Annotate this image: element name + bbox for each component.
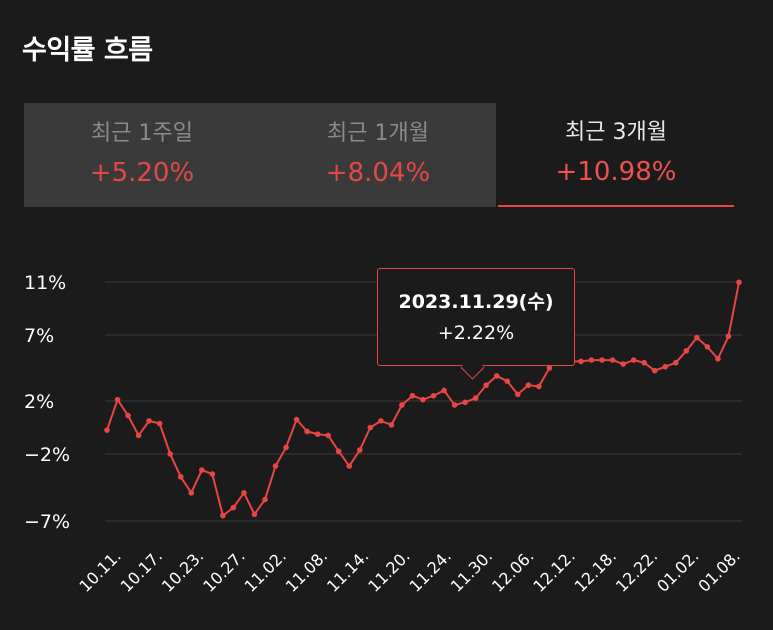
data-point <box>230 504 237 511</box>
x-tick-label: 12.22. <box>612 546 661 595</box>
data-point <box>146 418 152 424</box>
data-point <box>399 402 405 408</box>
period-tabs: 최근 1주일 +5.20% 최근 1개월 +8.04% 최근 3개월 +10.9… <box>24 103 736 207</box>
data-point <box>641 359 647 366</box>
y-tick-label: −2% <box>24 444 70 466</box>
data-point <box>167 451 173 457</box>
data-point <box>135 432 142 439</box>
x-tick-label: 11.20. <box>364 546 413 595</box>
data-point <box>493 373 500 379</box>
data-point <box>725 333 732 340</box>
data-point <box>378 418 384 424</box>
data-point <box>220 512 226 519</box>
data-point <box>715 355 721 362</box>
x-tick-label: 10.17. <box>117 546 166 595</box>
x-tick-label: 10.11. <box>75 546 124 595</box>
tooltip-value: +2.22% <box>437 322 515 344</box>
data-point <box>241 490 247 496</box>
data-point <box>546 365 553 371</box>
data-point <box>314 431 321 437</box>
data-point <box>125 412 131 419</box>
data-point <box>156 420 163 427</box>
tab-return-value: +5.20% <box>89 158 195 188</box>
data-point <box>272 463 279 469</box>
data-point <box>588 357 595 363</box>
data-point <box>599 357 605 363</box>
tab-1-month[interactable]: 최근 1개월 +8.04% <box>260 103 496 207</box>
x-tick-label: 12.12. <box>529 546 578 595</box>
data-point <box>483 382 490 388</box>
tab-label: 최근 1개월 <box>327 121 429 146</box>
data-point <box>357 447 363 453</box>
x-tick-label: 11.14. <box>323 546 372 595</box>
y-tick-label: 2% <box>24 391 54 413</box>
tooltip-date: 2023.11.29(수) <box>398 291 554 313</box>
data-point <box>515 391 521 398</box>
data-point <box>472 395 479 401</box>
data-point <box>536 383 542 390</box>
x-tick-label: 11.02. <box>240 546 289 595</box>
data-point <box>283 444 289 451</box>
data-point <box>662 363 669 370</box>
data-point <box>609 357 616 363</box>
data-point <box>420 396 426 403</box>
tab-return-value: +10.98% <box>555 157 677 187</box>
data-point <box>199 467 205 473</box>
tab-label: 최근 1주일 <box>91 121 193 146</box>
x-tick-label: 10.27. <box>199 546 248 595</box>
data-point <box>620 361 626 367</box>
data-point <box>630 357 637 363</box>
chart-tooltip: 2023.11.29(수) +2.22% <box>377 268 575 380</box>
data-point <box>114 396 121 403</box>
data-point <box>694 334 700 341</box>
x-tick-label: 11.08. <box>282 546 331 595</box>
tab-1-week[interactable]: 최근 1주일 +5.20% <box>24 103 260 207</box>
x-tick-label: 12.06. <box>488 546 537 595</box>
x-tick-label: 12.18. <box>571 546 620 595</box>
data-point <box>673 359 679 366</box>
data-point <box>430 392 437 399</box>
data-point <box>304 428 310 435</box>
data-point <box>104 427 110 433</box>
tab-label: 최근 3개월 <box>565 120 667 145</box>
data-point <box>409 392 416 399</box>
data-point <box>251 511 258 518</box>
x-tick-label: 01.02. <box>653 546 702 595</box>
page-title: 수익률 흐름 <box>22 35 153 66</box>
x-tick-label: 11.24. <box>406 546 455 595</box>
x-tick-label: 10.23. <box>158 546 207 595</box>
data-point <box>736 279 742 286</box>
data-point <box>188 490 195 496</box>
tab-3-months[interactable]: 최근 3개월 +10.98% <box>498 103 734 207</box>
data-point <box>262 496 268 503</box>
data-point <box>578 358 584 365</box>
data-point <box>177 473 184 480</box>
data-point <box>325 432 332 439</box>
data-point <box>683 348 690 354</box>
data-point <box>388 422 395 428</box>
data-point <box>651 367 658 374</box>
y-tick-label: 11% <box>24 272 66 294</box>
data-point <box>367 424 374 431</box>
x-tick-label: 11.30. <box>447 546 496 595</box>
y-tick-label: 7% <box>24 325 54 347</box>
data-point <box>346 463 353 469</box>
data-point <box>704 344 711 350</box>
x-tick-label: 01.08. <box>694 546 743 595</box>
data-point <box>451 402 458 408</box>
data-point <box>335 448 342 455</box>
data-point <box>525 382 532 388</box>
y-tick-label: −7% <box>24 511 70 533</box>
tab-return-value: +8.04% <box>325 158 431 188</box>
data-point <box>209 471 216 477</box>
data-point <box>441 387 447 394</box>
data-point <box>293 416 300 423</box>
data-point <box>462 399 468 406</box>
data-point <box>504 378 511 385</box>
